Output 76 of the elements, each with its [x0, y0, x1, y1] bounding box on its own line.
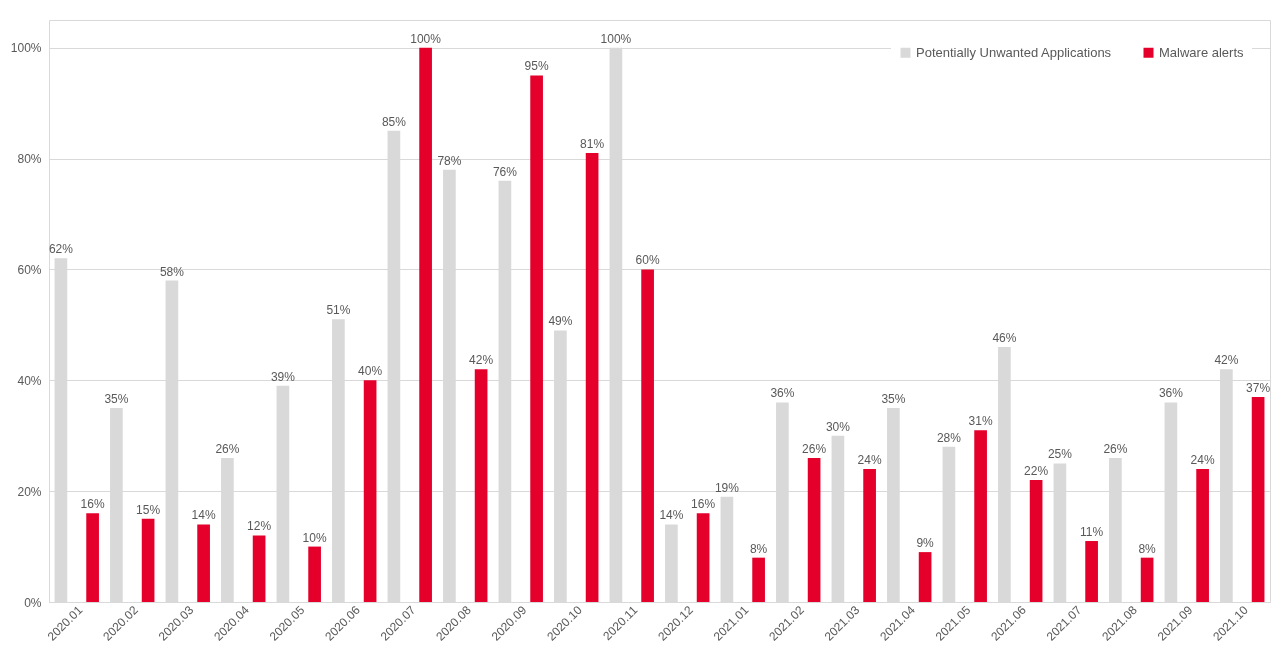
data-label: 8%	[749, 541, 768, 556]
data-label: 14%	[659, 508, 684, 523]
data-label: 8%	[1138, 541, 1157, 556]
data-label: 100%	[410, 31, 442, 46]
bar	[752, 557, 765, 602]
bar	[918, 552, 932, 602]
data-label: 37%	[1246, 380, 1271, 395]
bar	[974, 430, 987, 602]
bar	[641, 269, 654, 602]
y-tick-label: 80%	[17, 152, 42, 167]
data-label: 35%	[881, 392, 906, 406]
data-label: 36%	[770, 386, 795, 401]
data-label: 26%	[1103, 441, 1128, 456]
bar	[1085, 541, 1098, 602]
data-label: 30%	[825, 419, 851, 434]
legend-label: Malware alerts	[1159, 44, 1245, 60]
data-label: 46%	[992, 331, 1017, 346]
data-label: 24%	[1190, 452, 1215, 467]
bar	[530, 75, 543, 602]
data-label: 100%	[600, 31, 632, 46]
data-label: 81%	[580, 137, 605, 152]
data-label: 49%	[548, 314, 573, 329]
data-label: 35%	[104, 392, 129, 406]
y-tick-label: 60%	[17, 262, 42, 277]
data-label: 85%	[381, 114, 407, 129]
y-tick-label: 40%	[17, 373, 42, 388]
y-tick-label: 0%	[24, 595, 42, 610]
data-label: 40%	[358, 364, 383, 379]
data-label: 22%	[1024, 464, 1049, 479]
data-label: 28%	[936, 430, 962, 445]
bar	[419, 47, 432, 602]
data-label: 42%	[469, 353, 494, 368]
data-label: 15%	[136, 502, 161, 517]
bar	[252, 535, 266, 602]
data-label: 24%	[857, 452, 882, 467]
bar	[308, 546, 321, 602]
data-label: 31%	[968, 414, 993, 429]
data-label: 16%	[691, 497, 716, 512]
bar	[1251, 396, 1265, 602]
data-label: 58%	[159, 264, 185, 279]
data-label: 26%	[215, 441, 240, 456]
data-label: 60%	[635, 253, 660, 268]
bar	[665, 524, 678, 602]
data-label: 14%	[191, 508, 216, 523]
data-label: 95%	[524, 59, 549, 74]
data-label: 76%	[492, 164, 518, 179]
bar	[1029, 480, 1043, 602]
bar	[1196, 468, 1209, 602]
data-label: 9%	[916, 536, 935, 551]
data-label: 10%	[302, 530, 327, 545]
data-label: 78%	[437, 153, 462, 168]
bar	[141, 518, 155, 602]
bar	[863, 468, 876, 602]
data-label: 25%	[1047, 447, 1073, 462]
legend-label: Potentially Unwanted Applications	[916, 44, 1112, 60]
bar	[363, 380, 377, 602]
y-tick-label: 20%	[17, 484, 42, 499]
y-tick-label: 100%	[10, 41, 42, 56]
data-label: 51%	[326, 303, 351, 318]
data-label: 26%	[802, 441, 827, 456]
bar	[720, 496, 734, 602]
data-label: 12%	[247, 519, 272, 534]
bar	[197, 524, 210, 602]
data-label: 11%	[1080, 525, 1104, 540]
data-label: 39%	[270, 369, 296, 384]
bar	[807, 457, 821, 602]
bar	[474, 369, 488, 602]
data-label: 16%	[80, 497, 105, 512]
data-label: 62%	[48, 242, 74, 257]
bar	[585, 153, 599, 602]
data-label: 19%	[714, 480, 740, 495]
bar	[86, 513, 99, 602]
bar	[696, 513, 710, 602]
data-label: 36%	[1158, 386, 1184, 401]
bar	[1140, 557, 1154, 602]
data-label: 42%	[1214, 353, 1239, 368]
